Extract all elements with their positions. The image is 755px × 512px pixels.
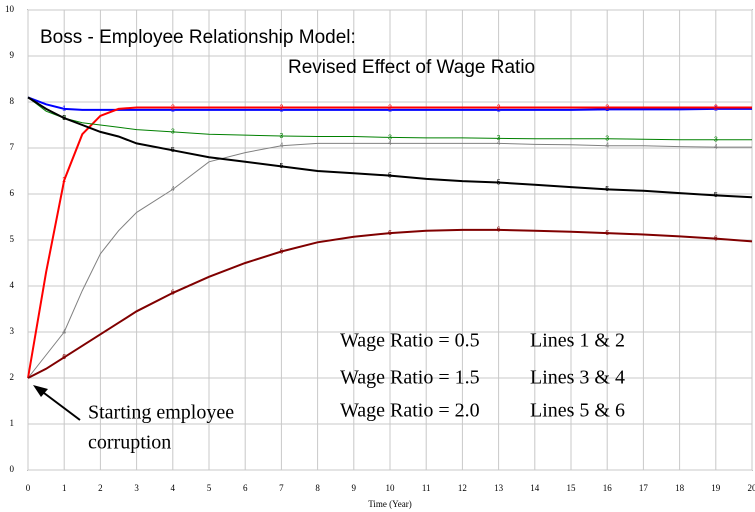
x-tick-label: 4: [171, 483, 176, 493]
series-number: 5: [388, 172, 392, 179]
arrow: [39, 389, 81, 421]
y-tick-label: 2: [10, 372, 15, 382]
series-number: 1: [605, 106, 609, 113]
x-tick-label: 3: [134, 483, 139, 493]
x-tick-label: 2: [98, 483, 103, 493]
x-tick-label: 13: [494, 483, 504, 493]
series-number: 4: [171, 186, 175, 193]
x-tick-label: 20: [748, 483, 755, 493]
series-number: 6: [171, 290, 175, 297]
y-tick-label: 3: [10, 326, 15, 336]
x-tick-label: 11: [422, 483, 431, 493]
series-number: 3: [714, 137, 718, 144]
y-tick-label: 9: [10, 50, 15, 60]
series-line: [27, 142, 752, 379]
y-tick-label: 8: [10, 96, 15, 106]
series-number: 5: [605, 186, 609, 193]
series-number: 1: [497, 107, 501, 114]
annotation: Wage Ratio = 1.5: [340, 367, 480, 389]
series-number: 1: [388, 107, 392, 114]
series-line: [27, 96, 752, 111]
y-tick-label: 5: [10, 234, 15, 244]
series-number: 2: [714, 104, 718, 111]
series-number: 5: [171, 147, 175, 154]
annotation: Lines 1 & 2: [530, 330, 625, 352]
series-number: 4: [388, 140, 392, 147]
x-tick-label: 0: [26, 483, 31, 493]
series-line: [27, 96, 753, 199]
x-tick-label: 14: [530, 483, 540, 493]
y-tick-label: 6: [10, 188, 15, 198]
annotation: Wage Ratio = 0.5: [340, 330, 480, 352]
series-number: 3: [605, 136, 609, 143]
annotation: Wage Ratio = 2.0: [340, 400, 480, 422]
series-number: 4: [714, 144, 718, 151]
annotation: Starting employee: [88, 402, 234, 424]
chart-subtitle: Revised Effect of Wage Ratio: [288, 57, 535, 78]
series-number: 5: [279, 163, 283, 170]
series-number: 3: [388, 134, 392, 141]
annotation: corruption: [88, 432, 171, 454]
x-tick-label: 15: [567, 483, 577, 493]
series-number: 4: [605, 143, 609, 150]
y-tick-label: 10: [5, 4, 15, 14]
series-number: 6: [497, 227, 501, 234]
series-number: 2: [279, 104, 283, 111]
x-axis-label: Time (Year): [368, 499, 412, 509]
series-number: 4: [279, 143, 283, 150]
x-tick-label: 5: [207, 483, 212, 493]
series-line: [27, 97, 752, 141]
series-number: 4: [62, 329, 66, 336]
x-tick-label: 1: [62, 483, 67, 493]
x-tick-label: 18: [675, 483, 685, 493]
series-number: 5: [497, 179, 501, 186]
chart-title: Boss - Employee Relationship Model:: [40, 27, 356, 48]
series-number: 5: [62, 115, 66, 122]
arrow-head: [33, 385, 48, 397]
x-tick-label: 7: [279, 483, 284, 493]
x-tick-label: 9: [352, 483, 357, 493]
x-tick-label: 8: [315, 483, 320, 493]
series-number: 4: [497, 140, 501, 147]
annotation: Lines 5 & 6: [530, 400, 625, 422]
series-number: 3: [497, 135, 501, 142]
series-number: 2: [497, 104, 501, 111]
series-number: 6: [279, 248, 283, 255]
series-number: 2: [605, 104, 609, 111]
series-number: 1: [171, 107, 175, 114]
x-tick-label: 12: [458, 483, 467, 493]
y-tick-label: 1: [10, 418, 15, 428]
series-number: 2: [388, 104, 392, 111]
series-number: 5: [714, 192, 718, 199]
x-tick-label: 10: [386, 483, 396, 493]
y-tick-label: 4: [10, 280, 15, 290]
x-tick-label: 17: [639, 483, 649, 493]
series-number: 6: [62, 354, 66, 361]
series-number: 1: [279, 107, 283, 114]
x-tick-label: 19: [711, 483, 721, 493]
y-tick-label: 0: [10, 464, 15, 474]
series-number: 2: [171, 104, 175, 111]
series-number: 1: [714, 106, 718, 113]
series-number: 3: [279, 133, 283, 140]
series-number: 3: [171, 129, 175, 136]
x-tick-label: 6: [243, 483, 248, 493]
series-line: [27, 228, 753, 379]
series-number: 6: [714, 235, 718, 242]
series-number: 6: [605, 230, 609, 237]
series-number: 6: [388, 230, 392, 237]
series-number: 1: [62, 106, 66, 113]
annotation: Lines 3 & 4: [530, 367, 625, 389]
series-line: [27, 106, 752, 379]
series-number: 2: [62, 177, 66, 184]
y-tick-label: 7: [10, 142, 15, 152]
x-tick-label: 16: [603, 483, 613, 493]
